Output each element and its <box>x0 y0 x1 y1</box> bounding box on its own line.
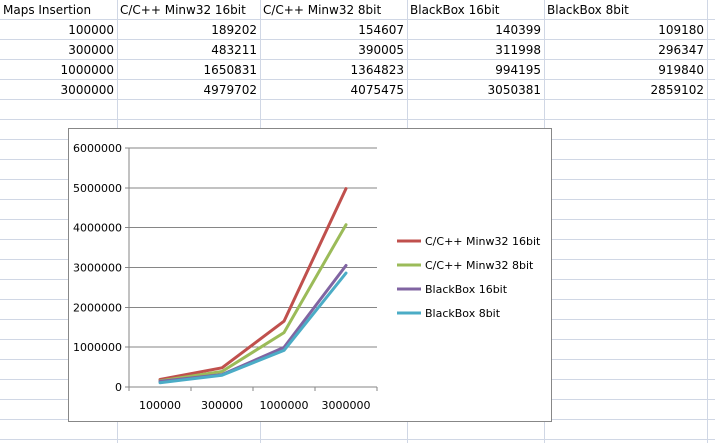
x-tick-label: 300000 <box>201 399 243 412</box>
series-line-c-c-minw32-16bit <box>158 187 348 381</box>
cell-r3-bb16[interactable]: 994195 <box>495 63 541 77</box>
cell-r1-size[interactable]: 100000 <box>68 23 114 37</box>
y-tick-label: 1000000 <box>73 341 122 354</box>
y-tick-label: 0 <box>115 381 122 394</box>
series-line-blackbox-8bit <box>158 271 348 385</box>
legend-entry-label: C/C++ Minw32 16bit <box>425 235 541 248</box>
x-tick-label: 100000 <box>139 399 181 412</box>
cell-r1-cpp8[interactable]: 154607 <box>358 23 404 37</box>
legend-entry-label: C/C++ Minw32 8bit <box>425 259 534 272</box>
cell-r4-cpp8[interactable]: 4075475 <box>350 83 404 97</box>
embedded-line-chart[interactable]: 0 1000000 2000000 3000000 4000000 5000000 6000… <box>68 128 552 422</box>
cell-r3-size[interactable]: 1000000 <box>60 63 114 77</box>
cell-r2-cpp16[interactable]: 483211 <box>211 43 257 57</box>
chart-canvas: 0 1000000 2000000 3000000 4000000 5000000 6000… <box>73 142 541 412</box>
cell-r3-cpp8[interactable]: 1364823 <box>350 63 404 77</box>
x-tick-label: 3000000 <box>322 399 371 412</box>
cell-r1-bb8[interactable]: 109180 <box>658 23 704 37</box>
cell-header-maps-insertion[interactable]: Maps Insertion <box>3 3 92 17</box>
cell-r4-size[interactable]: 3000000 <box>60 83 114 97</box>
cell-r4-bb16[interactable]: 3050381 <box>487 83 541 97</box>
series-line-c-c-minw32-8bit <box>158 223 348 383</box>
legend-entry-label: BlackBox 8bit <box>425 307 501 320</box>
y-tick-label: 2000000 <box>73 301 122 314</box>
cell-r3-cpp16[interactable]: 1650831 <box>203 63 257 77</box>
cell-r3-bb8[interactable]: 919840 <box>658 63 704 77</box>
cell-r1-bb16[interactable]: 140399 <box>495 23 541 37</box>
cell-r2-bb16[interactable]: 311998 <box>495 43 541 57</box>
cell-header-cpp-16bit[interactable]: C/C++ Minw32 16bit <box>120 3 246 17</box>
cell-header-cpp-8bit[interactable]: C/C++ Minw32 8bit <box>263 3 382 17</box>
y-tick-label: 3000000 <box>73 262 122 275</box>
cell-r2-size[interactable]: 300000 <box>68 43 114 57</box>
cell-header-blackbox-16bit[interactable]: BlackBox 16bit <box>410 3 500 17</box>
cell-header-blackbox-8bit[interactable]: BlackBox 8bit <box>547 3 629 17</box>
cell-r2-cpp8[interactable]: 390005 <box>358 43 404 57</box>
cell-r4-cpp16[interactable]: 4979702 <box>203 83 257 97</box>
cell-r4-bb8[interactable]: 2859102 <box>650 83 704 97</box>
legend-entry-label: BlackBox 16bit <box>425 283 508 296</box>
x-tick-label: 1000000 <box>260 399 309 412</box>
cell-r2-bb8[interactable]: 296347 <box>658 43 704 57</box>
y-tick-label: 4000000 <box>73 222 122 235</box>
y-tick-label: 5000000 <box>73 182 122 195</box>
cell-r1-cpp16[interactable]: 189202 <box>211 23 257 37</box>
y-tick-label: 6000000 <box>73 142 122 155</box>
